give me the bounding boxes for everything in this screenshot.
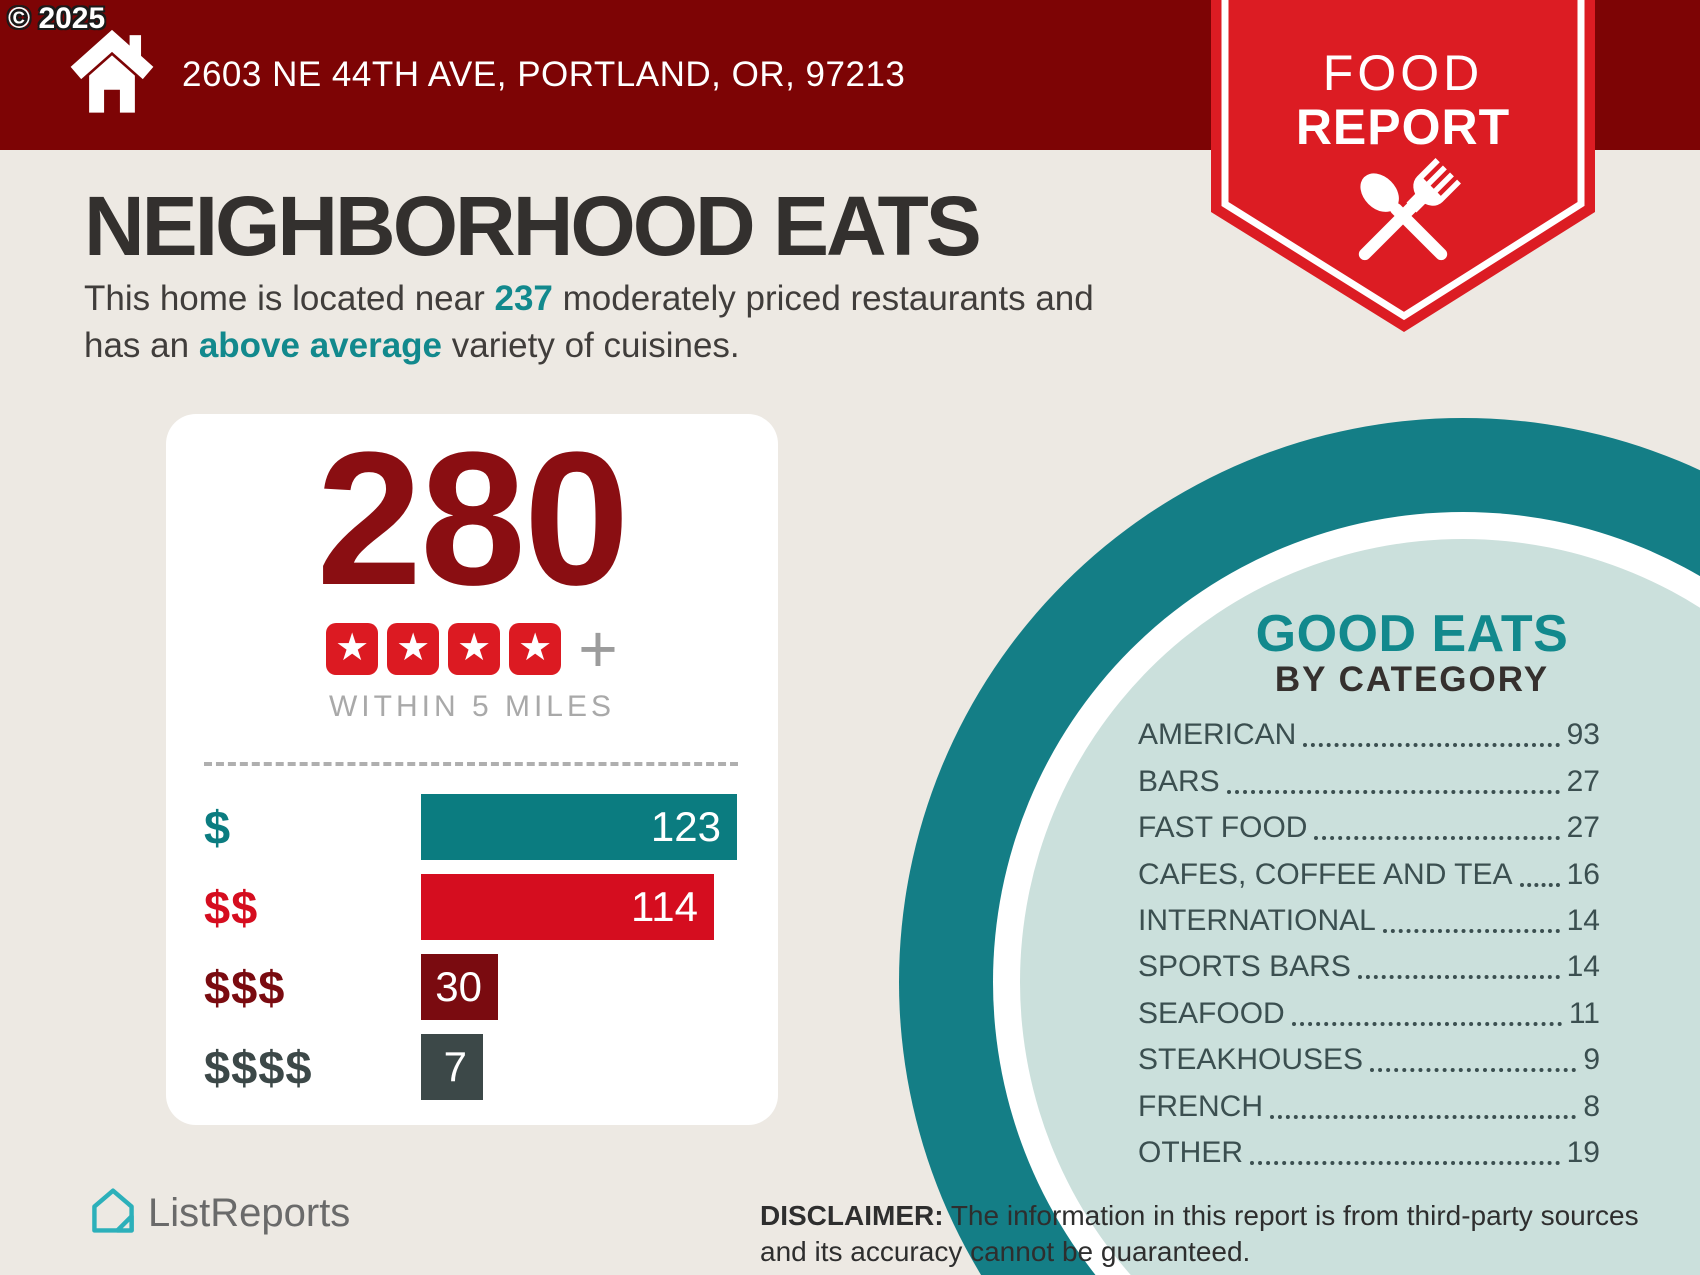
star-rating: ★ ★ ★ ★ +: [166, 611, 778, 687]
price-level-bar-chart: $123 $$ 114 $$$ 30 $$$$ 7: [204, 794, 738, 1100]
intro-text: This home is located near 237 moderately…: [84, 276, 1144, 369]
price-bar-row: $$$$ 7: [204, 1034, 738, 1100]
category-label: AMERICAN: [1138, 718, 1297, 752]
price-bar: 7: [421, 1034, 483, 1100]
category-label: CAFES, COFFEE AND TEA: [1138, 857, 1513, 891]
intro-count: 237: [494, 279, 553, 318]
category-row: INTERNATIONAL 14: [1138, 898, 1600, 944]
category-count: 9: [1583, 1043, 1600, 1077]
ribbon-line1: FOOD: [1322, 45, 1484, 101]
category-label: FAST FOOD: [1138, 811, 1308, 845]
category-row: SEAFOOD 11: [1138, 990, 1600, 1036]
disclaimer-text: The information in this report is from t…: [760, 1200, 1639, 1268]
price-bar: 114: [421, 874, 714, 940]
dotted-leader: [1250, 1160, 1560, 1165]
star-icon: ★: [387, 623, 440, 675]
star-icon: ★: [509, 623, 562, 675]
total-restaurants-count: 280: [316, 413, 629, 625]
category-list: AMERICAN 93 BARS 27 FAST FOOD 27 CAFES, COFFEE…: [1138, 712, 1600, 1176]
category-row: STEAKHOUSES 9: [1138, 1037, 1600, 1083]
category-label: STEAKHOUSES: [1138, 1043, 1364, 1077]
category-count: 11: [1568, 996, 1600, 1030]
category-count: 27: [1566, 764, 1600, 798]
dotted-leader: [1519, 882, 1560, 887]
price-level-label: $$: [204, 880, 259, 934]
category-row: FRENCH 8: [1138, 1083, 1600, 1129]
good-eats-title: GOOD EATS: [1255, 605, 1569, 663]
category-row: AMERICAN 93: [1138, 712, 1600, 758]
intro-highlight: above average: [198, 325, 443, 365]
category-row: SPORTS BARS 14: [1138, 944, 1600, 990]
listreports-house-icon: [90, 1186, 136, 1241]
price-level-label: $$$$: [204, 1040, 313, 1094]
category-count: 8: [1583, 1089, 1600, 1123]
category-label: FRENCH: [1138, 1089, 1263, 1123]
disclaimer: DISCLAIMER: The information in this repo…: [760, 1198, 1640, 1271]
dashed-divider: [204, 762, 738, 766]
category-count: 93: [1566, 718, 1600, 752]
price-bar: 30: [421, 954, 498, 1020]
listreports-wordmark: ListReports: [148, 1191, 351, 1235]
page-title: NEIGHBORHOOD EATS: [84, 179, 982, 273]
dotted-leader: [1226, 789, 1560, 794]
price-bar-row: $$$ 30: [204, 954, 738, 1020]
price-level-label: $$$: [204, 960, 286, 1014]
category-count: 27: [1566, 811, 1600, 845]
dotted-leader: [1314, 836, 1560, 841]
category-row: OTHER 19: [1138, 1130, 1600, 1176]
category-count: 16: [1566, 857, 1600, 891]
dotted-leader: [1382, 928, 1560, 933]
plus-sign: +: [578, 611, 618, 687]
radius-label: WITHIN 5 MILES: [328, 690, 616, 723]
category-count: 19: [1566, 1135, 1600, 1169]
ribbon-line2: REPORT: [1295, 99, 1511, 155]
category-label: SPORTS BARS: [1138, 950, 1351, 984]
category-count: 14: [1566, 903, 1600, 937]
intro-pre: This home is located near: [84, 279, 495, 318]
intro-mid: moderately priced restaurants and has an: [84, 279, 1094, 365]
crossed-spoon-fork-icon: [1337, 158, 1469, 285]
category-count: 14: [1566, 950, 1600, 984]
price-bar: 123: [421, 794, 737, 860]
star-icon: ★: [326, 623, 379, 675]
category-row: CAFES, COFFEE AND TEA 16: [1138, 851, 1600, 897]
price-bar-row: $123: [204, 794, 738, 860]
dotted-leader: [1303, 743, 1560, 748]
good-eats-subtitle: BY CATEGORY: [1274, 660, 1550, 699]
category-label: BARS: [1138, 764, 1220, 798]
disclaimer-label: DISCLAIMER:: [760, 1200, 944, 1231]
dotted-leader: [1270, 1114, 1577, 1119]
home-icon: [68, 26, 156, 125]
property-address: 2603 NE 44TH AVE, PORTLAND, OR, 97213: [182, 55, 906, 94]
category-row: BARS 27: [1138, 758, 1600, 804]
category-label: INTERNATIONAL: [1138, 903, 1376, 937]
dotted-leader: [1357, 975, 1560, 980]
dotted-leader: [1291, 1021, 1562, 1026]
dotted-leader: [1370, 1068, 1577, 1073]
star-icon: ★: [448, 623, 501, 675]
category-label: OTHER: [1138, 1135, 1243, 1169]
category-row: FAST FOOD 27: [1138, 805, 1600, 851]
listreports-logo: ListReports: [90, 1186, 350, 1241]
intro-post: variety of cuisines.: [442, 325, 740, 365]
price-bar-row: $$ 114: [204, 874, 738, 940]
copyright-text: © 2025: [8, 2, 106, 35]
category-label: SEAFOOD: [1138, 996, 1285, 1030]
price-level-label: $: [204, 800, 232, 854]
food-report-ribbon: FOOD REPORT: [1211, 0, 1595, 340]
restaurant-stats-card: 280 ★ ★ ★ ★ + WITHIN 5 MILES $123 $$ 114 $$$ 30 $…: [166, 414, 778, 1125]
